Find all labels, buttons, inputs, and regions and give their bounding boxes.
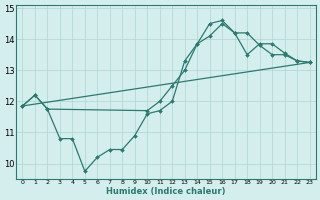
X-axis label: Humidex (Indice chaleur): Humidex (Indice chaleur) bbox=[106, 187, 226, 196]
